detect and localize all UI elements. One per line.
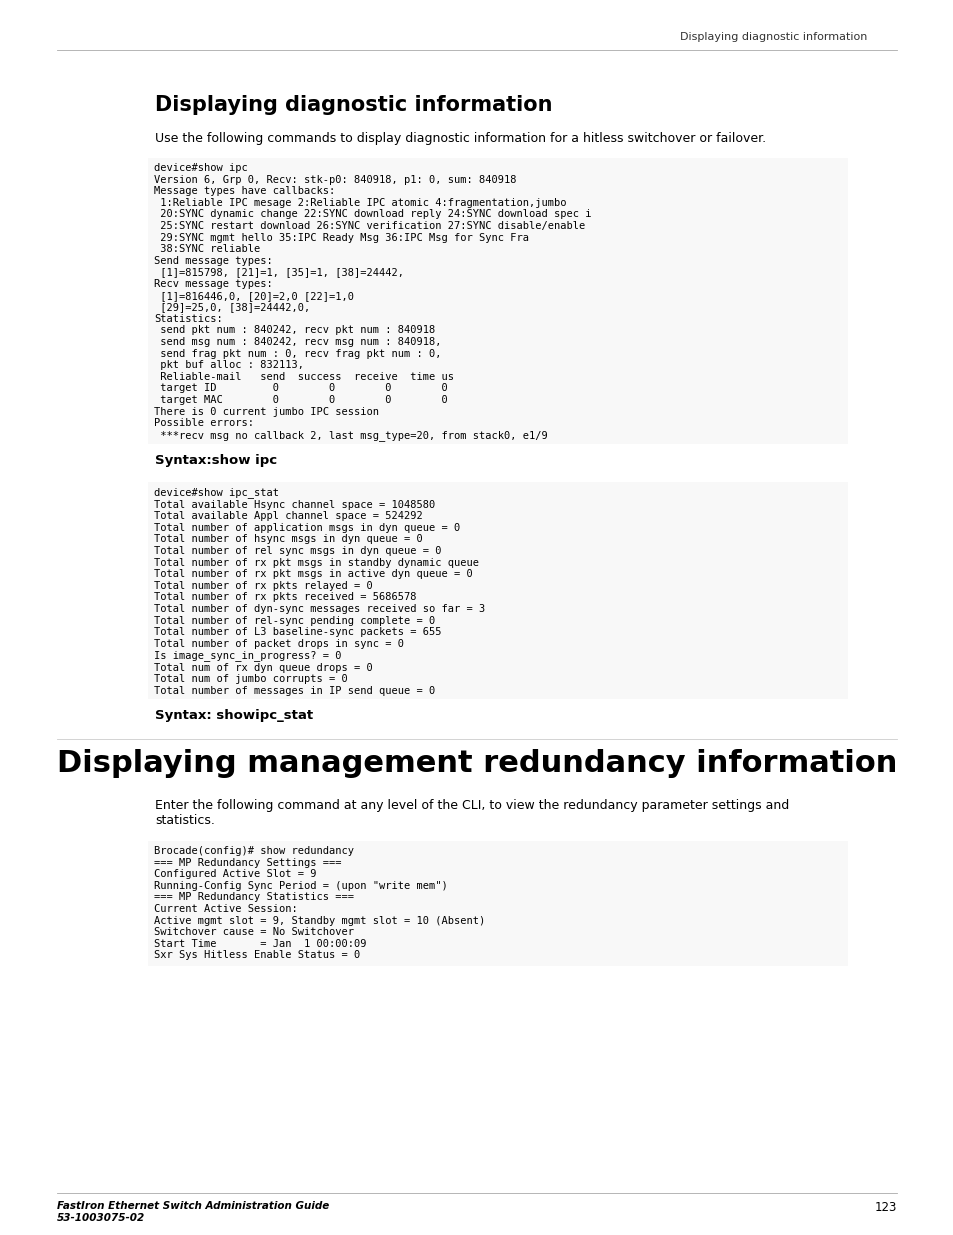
Text: FastIron Ethernet Switch Administration Guide: FastIron Ethernet Switch Administration …	[57, 1200, 329, 1212]
Text: Syntax:show ipc: Syntax:show ipc	[154, 454, 276, 467]
Text: Displaying management redundancy information: Displaying management redundancy informa…	[57, 748, 897, 778]
Text: Displaying diagnostic information: Displaying diagnostic information	[679, 32, 866, 42]
Text: Enter the following command at any level of the CLI, to view the redundancy para: Enter the following command at any level…	[154, 799, 788, 827]
Text: device#show ipc
Version 6, Grp 0, Recv: stk-p0: 840918, p1: 0, sum: 840918
Messa: device#show ipc Version 6, Grp 0, Recv: …	[153, 163, 591, 441]
Text: Displaying diagnostic information: Displaying diagnostic information	[154, 95, 552, 115]
Text: 53-1003075-02: 53-1003075-02	[57, 1213, 145, 1223]
Text: Syntax: showipc_stat: Syntax: showipc_stat	[154, 709, 313, 722]
Text: device#show ipc_stat
Total available Hsync channel space = 1048580
Total availab: device#show ipc_stat Total available Hsy…	[153, 487, 485, 697]
Text: Brocade(config)# show redundancy
=== MP Redundancy Settings ===
Configured Activ: Brocade(config)# show redundancy === MP …	[153, 846, 485, 961]
Text: 123: 123	[874, 1200, 896, 1214]
Text: Use the following commands to display diagnostic information for a hitless switc: Use the following commands to display di…	[154, 132, 765, 144]
